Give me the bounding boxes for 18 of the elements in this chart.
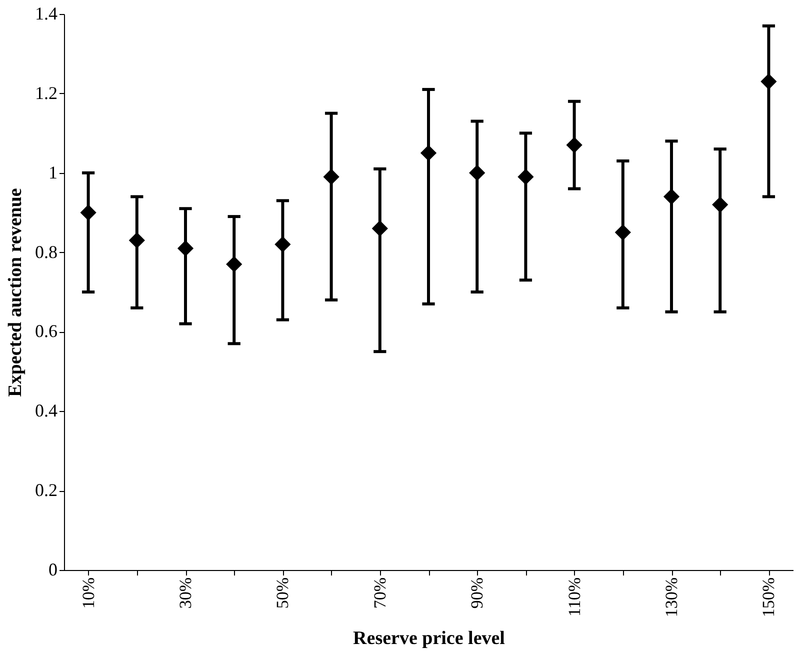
- y-tick-label: 0.2: [35, 480, 58, 500]
- x-axis-title: Reserve price level: [353, 628, 505, 650]
- y-tick-label: 0.4: [35, 400, 58, 421]
- x-tick-label: 30%: [176, 578, 195, 609]
- y-tick-label: 1: [48, 162, 58, 182]
- x-tick-label: 110%: [564, 578, 584, 617]
- y-tick-label: 0.8: [35, 242, 58, 262]
- y-tick-label: 0: [48, 560, 58, 580]
- y-tick-label: 1.4: [35, 4, 58, 24]
- x-tick-label: 130%: [662, 578, 681, 618]
- x-tick-label: 150%: [759, 578, 778, 618]
- y-tick-label: 0.6: [35, 321, 58, 342]
- x-tick-label: 10%: [78, 578, 98, 609]
- x-tick-label: 90%: [468, 578, 487, 609]
- y-axis-title: Expected auction revenue: [5, 188, 26, 397]
- x-tick-label: 50%: [273, 578, 292, 609]
- y-tick-label: 1.2: [35, 82, 58, 103]
- x-tick-label: 70%: [370, 578, 390, 609]
